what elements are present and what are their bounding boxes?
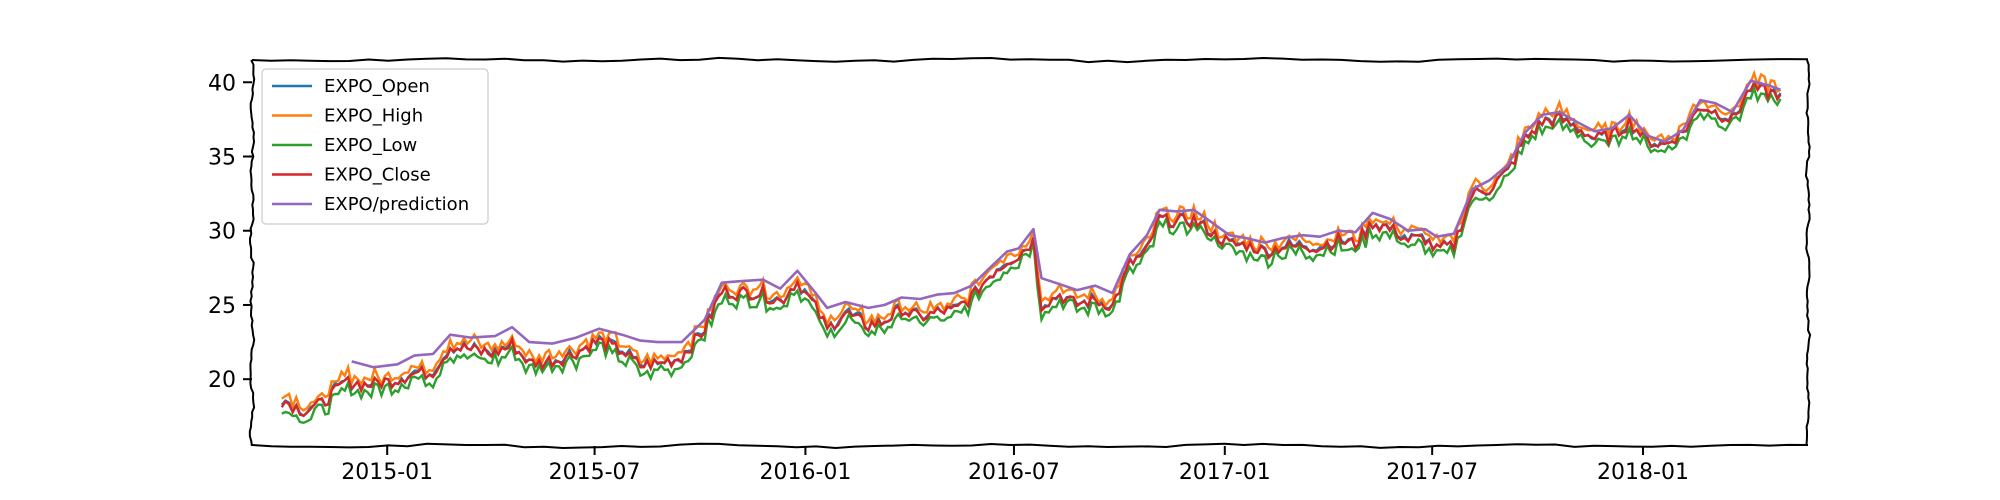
legend: EXPO_Open EXPO_High EXPO_Low EXPO_Close EXPO… [261, 68, 489, 225]
x-tick-label: 2016-07 [968, 460, 1060, 485]
y-tick-label: 35 [208, 146, 236, 171]
plot-frame [248, 56, 1812, 450]
x-tick-label: 2016-01 [759, 460, 851, 485]
legend-label: EXPO_High [324, 106, 423, 127]
frame-right [1804, 59, 1812, 447]
x-tick-label: 2017-07 [1386, 460, 1478, 485]
legend-label: EXPO_Low [324, 135, 417, 156]
frame-left [248, 59, 256, 447]
x-tick-label: 2018-01 [1597, 460, 1689, 485]
series-line-expo-low [281, 84, 1782, 425]
legend-label: EXPO_Open [324, 76, 430, 97]
y-tick-label: 30 [208, 220, 236, 245]
y-tick-label: 40 [208, 71, 236, 96]
series-lines [280, 69, 1782, 425]
y-tick-label: 20 [208, 368, 236, 393]
x-tick-label: 2015-01 [341, 460, 433, 485]
legend-box [261, 68, 489, 225]
legend-label: EXPO_Close [324, 165, 431, 186]
x-tick-label: 2017-01 [1179, 460, 1271, 485]
legend-label: EXPO/prediction [324, 194, 469, 215]
series-line-expo-prediction [351, 79, 1781, 369]
series-line-expo-close [280, 79, 1782, 418]
frame-top [251, 56, 1809, 64]
x-tick-label: 2015-07 [549, 460, 641, 485]
frame-bottom [251, 442, 1809, 450]
y-tick-label: 25 [208, 294, 236, 319]
